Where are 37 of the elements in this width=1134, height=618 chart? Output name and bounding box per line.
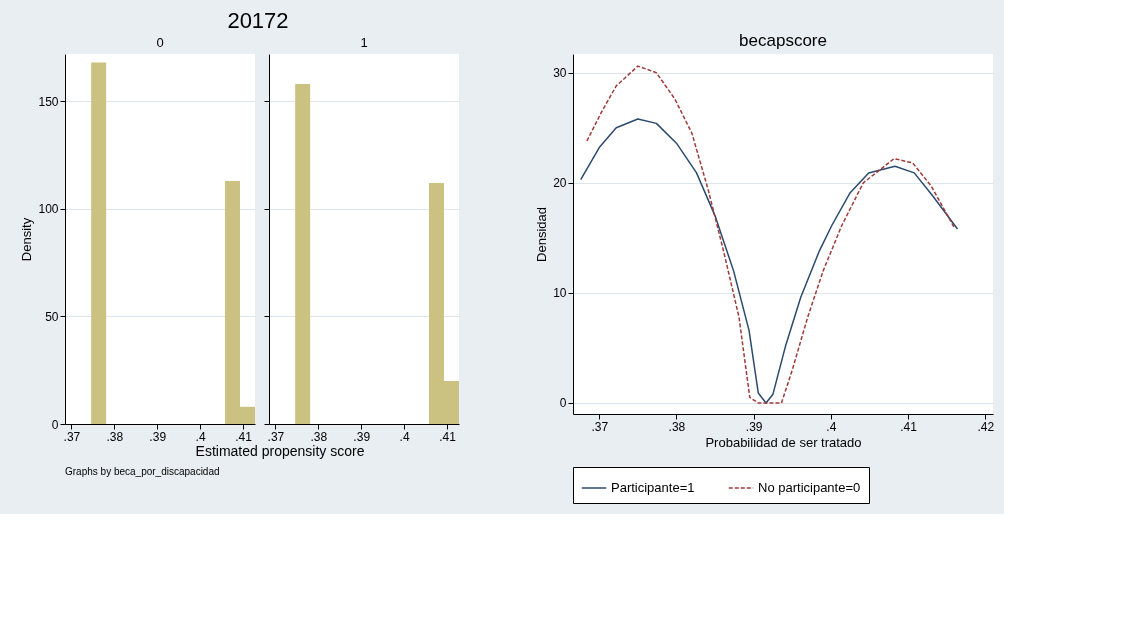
x-tick-label: .39	[745, 419, 763, 434]
x-tick-label: .4	[195, 429, 206, 444]
chart-title: 1	[360, 35, 368, 50]
x-tick-label: .38	[668, 419, 686, 434]
x-tick-label: .37	[591, 419, 609, 434]
chart-title: 20172	[227, 8, 289, 33]
y-tick-label: 100	[38, 202, 59, 217]
x-axis-title: Probabilidad de ser tratado	[705, 434, 862, 450]
legend-label: Participante=1	[611, 480, 695, 495]
x-tick-label: .41	[235, 429, 253, 444]
y-tick-label: 0	[559, 396, 567, 411]
x-tick-label: .37	[267, 429, 285, 444]
x-tick-label: .39	[353, 429, 371, 444]
x-tick-label: .42	[977, 419, 995, 434]
x-tick-label: .41	[439, 429, 457, 444]
line-series	[579, 118, 959, 404]
x-tick-label: .38	[310, 429, 328, 444]
chart-subtitle: 0	[156, 35, 164, 50]
x-tick-label: .38	[106, 429, 124, 444]
text: Graphs by beca_por_discapacidad	[65, 466, 220, 477]
x-tick-label: .4	[399, 429, 410, 444]
x-axis-title: Estimated propensity score	[195, 443, 365, 459]
y-tick-label: 30	[553, 66, 567, 81]
y-tick-label: 150	[38, 94, 59, 109]
y-axis-title: Density	[19, 217, 35, 262]
y-tick-label: 10	[553, 286, 567, 301]
chart-title: becapscore	[739, 31, 827, 50]
x-tick-label: .37	[63, 429, 81, 444]
x-tick-label: .39	[149, 429, 167, 444]
y-axis-title: Densidad	[534, 207, 550, 262]
legend-label: No participante=0	[758, 480, 861, 495]
x-tick-label: .41	[900, 419, 918, 434]
y-tick-label: 20	[553, 176, 567, 191]
y-tick-label: 50	[45, 309, 59, 324]
line-series	[586, 65, 956, 404]
x-tick-label: .4	[826, 419, 837, 434]
y-tick-label: 0	[51, 417, 59, 432]
